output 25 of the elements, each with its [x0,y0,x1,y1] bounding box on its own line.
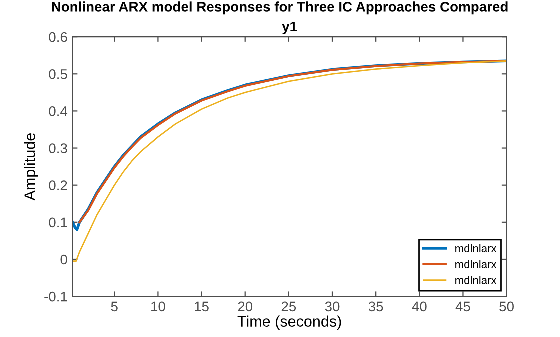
legend-label: mdlnlarx [456,276,497,284]
chart-subtitle: y1 [282,22,298,34]
y-tick-label: -0.1 [44,292,68,302]
x-tick-label: 40 [412,302,427,312]
x-tick-label: 25 [282,302,296,312]
x-tick-label: 30 [325,302,340,312]
x-tick-label: 45 [456,302,470,312]
y-tick-label: 0.4 [49,106,68,116]
x-axis-title: Time (seconds) [238,316,342,330]
y-tick-label: 0.3 [49,144,68,154]
y-tick-label: 0.1 [49,218,68,228]
x-tick-label: 10 [152,302,166,312]
x-tick-label: 35 [368,302,384,312]
x-tick-label: 15 [195,302,209,312]
y-tick-label: 0.5 [49,69,68,80]
legend-label: mdlnlarx [456,244,497,253]
y-tick-label: 0.6 [49,32,68,42]
x-tick-label: 50 [500,302,514,312]
x-tick-label: 5 [111,302,118,312]
y-tick-label: 0.2 [49,180,68,191]
y-tick-label: 0 [60,254,68,265]
x-tick-label: 20 [238,302,253,312]
legend-label: mdlnlarx [456,260,497,268]
chart-title: Nonlinear ARX model Responses for Three IC Approaches Compared [52,2,508,15]
y-axis-title: Amplitude [24,134,38,201]
